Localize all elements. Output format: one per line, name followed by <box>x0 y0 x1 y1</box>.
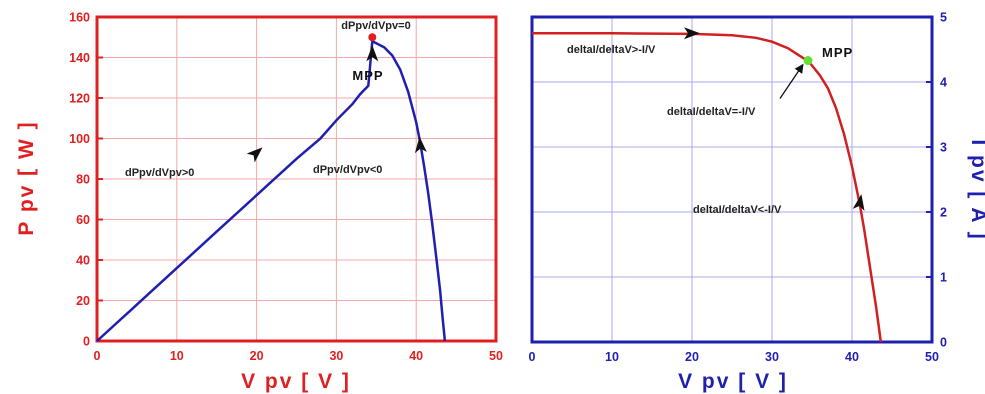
mpp-pointer-arrow <box>779 63 804 99</box>
direction-arrow-rising <box>246 147 263 163</box>
annotation-deltai-equal: deltaI/deltaV=-I/V <box>667 106 756 118</box>
y-tick-label: 80 <box>76 173 90 187</box>
x-tick-label: 40 <box>409 349 423 363</box>
y-tick-label: 100 <box>69 132 90 146</box>
direction-arrow-descending <box>852 194 865 211</box>
x-tick-label: 20 <box>685 350 699 364</box>
pv-current-markers <box>684 27 865 211</box>
pv-current-curve <box>532 32 883 343</box>
pv-current-ylabel: I pv [ A ] <box>967 139 985 240</box>
y-tick-label: 140 <box>69 51 90 65</box>
pv-power-curve <box>96 39 447 342</box>
y-tick-label: 0 <box>83 335 90 349</box>
annotation-mpp-left: MPP <box>352 68 383 83</box>
pv-current-grid <box>531 16 933 343</box>
y-tick-label: 4 <box>940 76 947 90</box>
mpp-point-left <box>368 33 377 42</box>
annotation-dppv-negative: dPpv/dVpv<0 <box>313 164 382 176</box>
annotation-dppv-positive: dPpv/dVpv>0 <box>125 167 194 179</box>
mpp-point-right <box>803 56 813 66</box>
pv-power-ylabel: P pv [ W ] <box>15 120 38 235</box>
pv-power-markers <box>246 33 427 163</box>
mpp-arrow-left <box>366 45 379 62</box>
annotation-deltai-less: deltaI/deltaV<-I/V <box>693 204 782 216</box>
annotation-deltai-greater: deltaI/deltaV>-I/V <box>567 44 656 56</box>
y-tick-label: 5 <box>940 11 947 25</box>
pv-current-xlabel: V pv [ V ] <box>678 370 788 393</box>
y-tick-label: 40 <box>76 254 90 268</box>
y-tick-label: 60 <box>76 213 90 227</box>
x-tick-label: 30 <box>765 350 779 364</box>
y-tick-label: 2 <box>940 206 947 220</box>
x-tick-label: 50 <box>489 349 503 363</box>
x-tick-label: 20 <box>250 349 264 363</box>
x-tick-label: 0 <box>94 349 101 363</box>
y-tick-label: 20 <box>76 294 90 308</box>
x-tick-label: 30 <box>329 349 343 363</box>
direction-arrow-flat <box>684 27 700 40</box>
y-tick-label: 160 <box>69 11 90 25</box>
x-tick-label: 10 <box>170 349 184 363</box>
x-tick-label: 50 <box>925 350 939 364</box>
pv-power-xlabel: V pv [ V ] <box>241 370 351 393</box>
x-tick-label: 40 <box>845 350 859 364</box>
y-tick-label: 1 <box>940 271 947 285</box>
pv-power-chart: 0 10 20 30 40 50 0 20 40 60 80 100 120 140 160 V pv [ … <box>15 11 503 394</box>
y-tick-label: 3 <box>940 141 947 155</box>
pv-power-ticks: 0 10 20 30 40 50 0 20 40 60 80 100 120 140 160 <box>69 11 503 364</box>
annotation-mpp-right: MPP <box>822 45 853 60</box>
pv-current-frame <box>530 15 934 344</box>
annotation-dppv-zero: dPpv/dVpv=0 <box>341 20 410 32</box>
direction-arrow-falling <box>414 136 427 154</box>
y-tick-label: 120 <box>69 92 90 106</box>
x-tick-label: 0 <box>529 350 536 364</box>
y-tick-label: 0 <box>940 336 947 350</box>
x-tick-label: 10 <box>605 350 619 364</box>
pv-power-grid <box>96 16 497 342</box>
